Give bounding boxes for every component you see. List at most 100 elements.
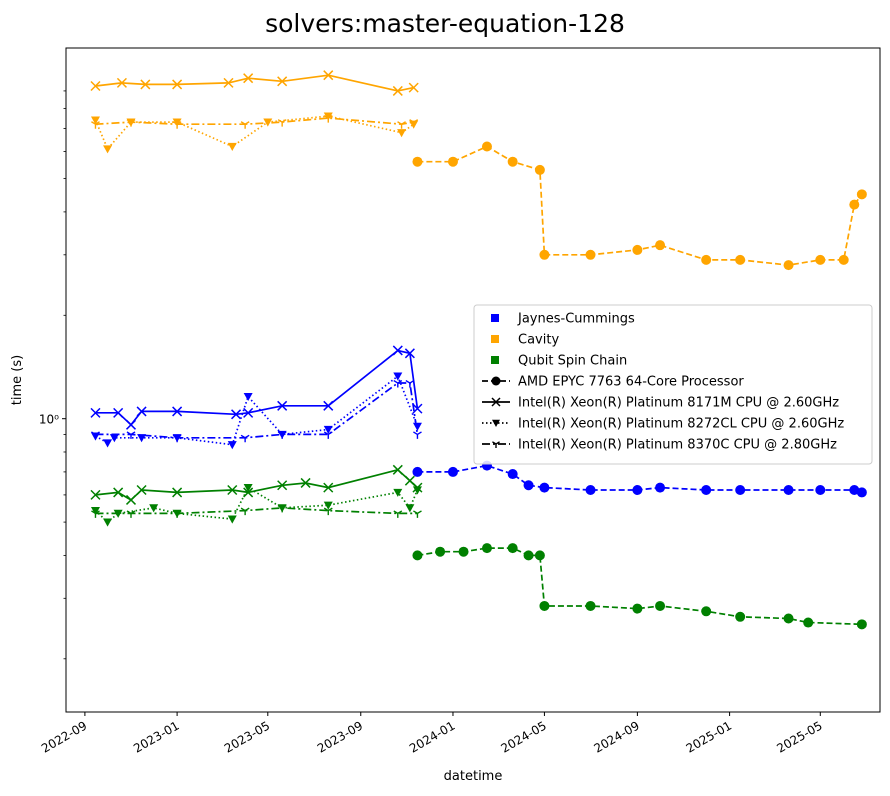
data-point-triangle: [412, 422, 422, 431]
data-point-x: [113, 487, 124, 498]
data-point-circle: [632, 244, 643, 255]
data-point-circle: [783, 613, 794, 624]
data-point-circle: [412, 550, 423, 561]
data-point-circle: [655, 240, 666, 251]
data-point-tri: [409, 119, 419, 127]
x-axis-label: datetime: [444, 769, 503, 784]
series-line: [94, 486, 419, 524]
data-point-x: [136, 406, 147, 417]
series-qubit-spin-chain: [91, 504, 422, 518]
data-point-x: [125, 419, 137, 430]
data-point-tri: [172, 434, 182, 443]
plot-frame: [65, 47, 881, 713]
data-point-triangle: [323, 425, 333, 435]
data-point-triangle: [393, 488, 403, 497]
data-point-tri: [323, 507, 333, 516]
legend-label: AMD EPYC 7763 64-Core Processor: [518, 375, 744, 390]
data-point-x: [392, 85, 403, 96]
series-cavity: [412, 141, 867, 271]
data-point-tri: [323, 431, 333, 439]
data-point-circle: [735, 611, 746, 622]
series-jaynes-cummings: [91, 379, 422, 443]
data-point-circle: [539, 482, 550, 493]
data-point-triangle: [412, 486, 422, 495]
data-point-triangle: [492, 419, 500, 427]
data-point-x: [404, 348, 415, 359]
series-qubit-spin-chain: [412, 543, 867, 630]
data-point-x: [392, 345, 403, 356]
data-point-circle: [539, 600, 550, 611]
data-point-circle: [412, 466, 423, 477]
data-point-tri: [240, 121, 250, 129]
data-point-tri: [240, 507, 250, 516]
data-point-tri: [413, 431, 422, 439]
x-tick-label: 2022-09: [39, 718, 89, 755]
data-point-circle: [803, 617, 814, 628]
data-point-x: [227, 484, 238, 496]
data-point-x: [172, 79, 183, 90]
data-point-circle: [458, 546, 469, 557]
data-point-circle: [539, 249, 550, 260]
data-point-circle: [585, 249, 596, 260]
x-tick-label: 2025-01: [684, 718, 734, 755]
y-axis: 10⁰: [39, 90, 66, 660]
data-point-x: [323, 400, 334, 411]
data-point-circle: [523, 480, 534, 491]
data-point-tri: [393, 510, 403, 518]
data-point-x: [408, 82, 419, 93]
data-point-circle: [856, 189, 867, 200]
x-tick-label: 2024-05: [499, 718, 549, 755]
data-point-x: [140, 79, 151, 90]
chart-title: solvers:master-equation-128: [265, 9, 625, 38]
data-point-x: [90, 407, 101, 418]
data-point-circle: [735, 485, 746, 496]
data-point-x: [243, 407, 254, 418]
data-point-triangle: [323, 112, 333, 121]
data-point-circle: [435, 546, 446, 557]
data-point-x: [277, 76, 288, 87]
series-jaynes-cummings: [90, 345, 423, 430]
legend-label: Intel(R) Xeon(R) Platinum 8272CL CPU @ 2…: [518, 417, 844, 432]
data-point-x: [125, 494, 137, 505]
series-line: [94, 115, 415, 151]
data-point-triangle: [90, 116, 100, 125]
data-point-circle: [632, 603, 643, 614]
data-point-triangle: [103, 518, 113, 527]
data-point-circle: [412, 156, 423, 167]
data-point-circle: [585, 600, 596, 611]
legend-label: Jaynes-Cummings: [517, 312, 635, 327]
data-point-tri: [405, 379, 415, 388]
data-point-tri: [397, 121, 406, 129]
data-point-circle: [838, 254, 849, 265]
data-point-circle: [491, 376, 501, 386]
series-line: [95, 468, 418, 502]
data-point-tri: [172, 121, 182, 129]
data-point-triangle: [109, 434, 119, 443]
x-tick-label: 2024-01: [407, 718, 457, 755]
data-point-triangle: [103, 145, 113, 154]
data-point-x: [277, 480, 288, 491]
data-point-x: [223, 77, 234, 88]
data-point-tri: [172, 510, 182, 518]
data-point-x: [113, 407, 124, 418]
series-cavity: [90, 112, 419, 154]
data-point-circle: [481, 543, 492, 554]
data-point-tri: [126, 431, 136, 439]
series-qubit-spin-chain: [90, 464, 423, 505]
legend-label: Intel(R) Xeon(R) Platinum 8171M CPU @ 2.…: [518, 396, 839, 411]
data-point-tri: [277, 119, 287, 127]
data-point-circle: [481, 141, 492, 152]
series-cavity: [91, 115, 419, 129]
data-point-circle: [856, 487, 867, 498]
data-point-circle: [447, 156, 458, 167]
data-point-x: [172, 487, 183, 498]
plot-area: [90, 70, 867, 630]
data-point-triangle: [227, 515, 237, 524]
x-tick-label: 2023-05: [222, 718, 272, 755]
x-tick-label: 2023-09: [315, 718, 365, 755]
data-point-circle: [655, 600, 666, 611]
data-point-circle: [856, 619, 867, 630]
series-line: [95, 74, 414, 92]
data-point-triangle: [243, 392, 253, 402]
